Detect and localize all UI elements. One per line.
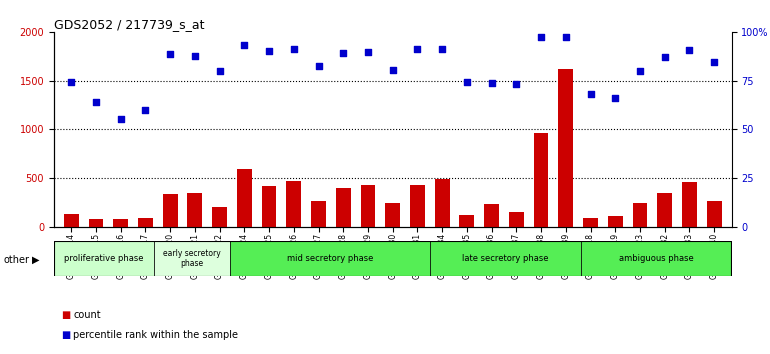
Point <box>560 34 572 40</box>
Bar <box>229 241 430 276</box>
Bar <box>633 203 648 227</box>
Bar <box>64 214 79 227</box>
Bar <box>410 185 425 227</box>
Bar <box>460 215 474 227</box>
Point <box>658 55 671 60</box>
Bar <box>138 218 152 227</box>
Bar <box>509 212 524 227</box>
Text: early secretory
phase: early secretory phase <box>163 249 221 268</box>
Point <box>189 53 201 59</box>
Bar <box>430 241 581 276</box>
Text: GDS2052 / 217739_s_at: GDS2052 / 217739_s_at <box>54 18 204 31</box>
Point <box>115 116 127 121</box>
Point <box>263 48 275 54</box>
Point <box>634 68 646 74</box>
Bar <box>558 69 573 227</box>
Text: ambiguous phase: ambiguous phase <box>619 254 694 263</box>
Bar <box>658 193 672 227</box>
Point <box>362 50 374 55</box>
Point <box>313 63 325 69</box>
Point <box>584 91 597 97</box>
Bar <box>237 169 252 227</box>
Bar <box>435 179 450 227</box>
Point <box>164 51 176 57</box>
Bar <box>213 207 227 227</box>
Text: ■: ■ <box>62 330 71 339</box>
Bar <box>162 194 178 227</box>
Point <box>609 95 621 101</box>
Bar <box>336 188 350 227</box>
Point <box>90 99 102 105</box>
Bar <box>707 201 721 227</box>
Point <box>683 47 695 53</box>
Bar <box>385 203 400 227</box>
Bar <box>583 218 598 227</box>
Point <box>387 67 399 73</box>
Point <box>460 80 473 85</box>
Bar <box>484 204 499 227</box>
Bar <box>608 216 623 227</box>
Bar <box>286 181 301 227</box>
Point <box>535 34 547 40</box>
Point <box>139 107 152 113</box>
Bar <box>89 219 103 227</box>
Text: late secretory phase: late secretory phase <box>462 254 549 263</box>
Bar <box>113 219 128 227</box>
Point <box>288 47 300 52</box>
Text: count: count <box>73 310 101 320</box>
Bar <box>581 241 732 276</box>
Bar <box>360 185 376 227</box>
Point <box>511 81 523 87</box>
Point <box>411 47 424 52</box>
Bar <box>534 133 548 227</box>
Point <box>238 42 250 47</box>
Point <box>708 59 721 65</box>
Bar <box>54 241 154 276</box>
Point <box>436 47 448 52</box>
Bar <box>682 182 697 227</box>
Point <box>485 81 497 86</box>
Bar <box>262 185 276 227</box>
Point <box>65 79 77 84</box>
Bar <box>187 193 203 227</box>
Text: ■: ■ <box>62 310 71 320</box>
Bar <box>154 241 229 276</box>
Text: percentile rank within the sample: percentile rank within the sample <box>73 330 238 339</box>
Text: ▶: ▶ <box>32 255 40 265</box>
Text: mid secretory phase: mid secretory phase <box>286 254 373 263</box>
Point <box>213 68 226 74</box>
Text: proliferative phase: proliferative phase <box>65 254 144 263</box>
Text: other: other <box>4 255 30 265</box>
Bar <box>311 201 326 227</box>
Point <box>337 51 350 56</box>
